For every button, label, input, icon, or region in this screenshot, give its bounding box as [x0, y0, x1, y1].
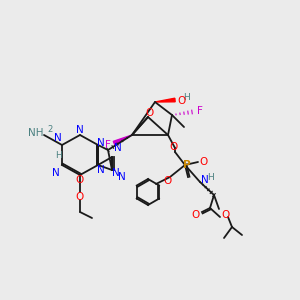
Text: NH: NH — [28, 128, 44, 138]
Text: O: O — [169, 142, 177, 152]
Text: O: O — [164, 176, 172, 186]
Text: N: N — [54, 133, 62, 143]
Text: O: O — [177, 96, 185, 106]
Text: F: F — [197, 106, 203, 116]
Polygon shape — [155, 98, 175, 102]
Text: H: H — [55, 151, 62, 160]
Text: H: H — [184, 94, 190, 103]
Text: O: O — [192, 210, 200, 220]
Text: O: O — [222, 210, 230, 220]
Text: O: O — [146, 108, 154, 118]
Polygon shape — [113, 135, 132, 145]
Text: N: N — [112, 168, 120, 178]
Text: O: O — [76, 192, 84, 202]
Text: 2: 2 — [47, 124, 52, 134]
Text: O: O — [200, 157, 208, 167]
Text: P: P — [183, 160, 191, 170]
Text: F: F — [105, 140, 111, 150]
Text: N: N — [201, 175, 209, 185]
Text: N: N — [52, 168, 60, 178]
Text: N: N — [76, 125, 84, 135]
Text: N: N — [118, 172, 126, 182]
Text: N: N — [97, 138, 105, 148]
Text: H: H — [207, 172, 213, 182]
Text: O: O — [76, 175, 84, 185]
Text: N: N — [114, 143, 122, 153]
Text: N: N — [97, 165, 105, 175]
